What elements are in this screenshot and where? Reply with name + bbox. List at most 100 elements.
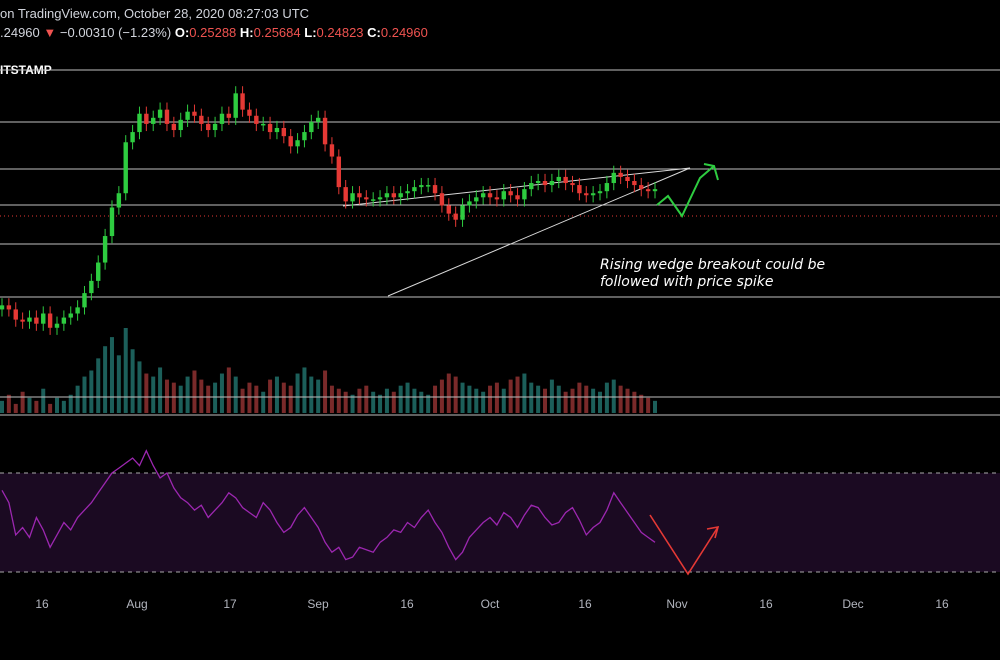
candle-body xyxy=(322,117,328,145)
volume-bar xyxy=(584,385,589,413)
candle-body xyxy=(439,193,445,206)
volume-bar xyxy=(82,376,87,413)
candle-body xyxy=(61,317,67,324)
candle-body xyxy=(309,121,314,133)
volume-bar xyxy=(350,394,355,413)
annotation-line-2: followed with price spike xyxy=(600,274,773,290)
volume-bar xyxy=(116,355,121,413)
x-tick-label: 17 xyxy=(223,597,237,611)
candle-body xyxy=(370,199,376,201)
volume-bar xyxy=(96,358,101,413)
volume-bar xyxy=(488,385,493,413)
x-axis: 16 Aug 17 Sep 16 Oct 16 Nov 16 Dec 16 xyxy=(35,597,949,611)
volume-bar xyxy=(268,379,273,413)
candle-body xyxy=(20,319,25,322)
volume-bar xyxy=(371,391,376,413)
candle-body xyxy=(364,197,369,200)
volume-bar xyxy=(75,385,80,413)
volume-bar xyxy=(364,385,369,413)
candle-body xyxy=(542,181,548,186)
candle-body xyxy=(144,113,149,124)
high-label: H: xyxy=(239,25,254,40)
volume-bar xyxy=(611,379,616,413)
candle-body xyxy=(0,305,5,310)
volume-bar xyxy=(536,385,541,413)
x-tick-label: 16 xyxy=(759,597,773,611)
candle-body xyxy=(549,181,555,186)
volume-bar xyxy=(384,388,389,413)
price-line: .24960 ▼ −0.00310 (−1.23%) O:0.25288 H:0… xyxy=(0,25,428,40)
volume-bar xyxy=(556,385,561,413)
candle-body xyxy=(41,313,46,324)
candle-body xyxy=(405,191,410,194)
projection-arrowhead-green-icon xyxy=(703,163,719,181)
candle-body xyxy=(570,183,575,186)
x-tick-label: Dec xyxy=(842,597,863,611)
candle-body xyxy=(632,181,637,186)
candle-body xyxy=(315,117,321,122)
candle-body xyxy=(590,193,596,196)
rsi-projection-red xyxy=(649,514,719,576)
volume-bar xyxy=(426,394,431,413)
volume-bar xyxy=(529,382,534,413)
candle-body xyxy=(219,113,225,124)
candle-body xyxy=(212,123,218,131)
chart-canvas[interactable]: ITSTAMP Rising wedge breakout could be f… xyxy=(0,46,1000,622)
volume-bar xyxy=(89,370,94,413)
volume-bar xyxy=(254,385,259,413)
chart-header: on TradingView.com, October 28, 2020 08:… xyxy=(0,0,1000,46)
volume-bar xyxy=(130,349,135,413)
candle-body xyxy=(27,317,32,322)
x-tick-label: Aug xyxy=(126,597,147,611)
candle-body xyxy=(384,193,390,198)
candle-body xyxy=(480,193,486,198)
volume-bar xyxy=(453,376,458,413)
volume-bar xyxy=(639,394,644,413)
wedge-lower-line xyxy=(387,167,691,297)
volume-bar xyxy=(419,391,424,413)
candle-body xyxy=(157,109,163,118)
candle-body xyxy=(96,262,101,281)
volume-bar xyxy=(144,373,149,413)
level-lines xyxy=(0,69,1000,298)
volume-bar xyxy=(474,388,479,413)
candle-body xyxy=(522,189,527,200)
volume-bar xyxy=(213,382,218,413)
volume-bar xyxy=(391,391,396,413)
candle-body xyxy=(618,172,623,177)
x-tick-label: Oct xyxy=(481,597,500,611)
candle-body xyxy=(206,123,211,131)
x-tick-label: 16 xyxy=(935,597,949,611)
candle-body xyxy=(350,193,355,202)
rsi-arrowhead-red-icon xyxy=(706,525,720,539)
candle-body xyxy=(171,123,177,131)
candle-body xyxy=(446,205,451,214)
volume-bar xyxy=(0,400,4,413)
projection-arrow-green xyxy=(656,165,715,218)
candle-body xyxy=(494,197,500,200)
candle-body xyxy=(611,172,616,184)
volume-bar xyxy=(185,376,190,413)
volume-bar xyxy=(316,379,321,413)
candle-body xyxy=(102,236,108,263)
candle-body xyxy=(254,115,259,124)
volume-bar xyxy=(577,382,582,413)
bottom-bar xyxy=(0,622,1000,660)
volume-bar xyxy=(433,385,438,413)
volume-bar xyxy=(460,382,465,413)
volume-bar xyxy=(61,400,66,413)
candle-body xyxy=(467,201,472,206)
volume-bar xyxy=(515,376,520,413)
volume-bar xyxy=(48,403,53,413)
volume-bar xyxy=(13,403,18,413)
volume-bar xyxy=(412,388,417,413)
candle-body xyxy=(164,109,170,124)
annotation-line-1: Rising wedge breakout could be xyxy=(600,257,825,273)
volume-bar xyxy=(494,382,499,413)
candle-body xyxy=(412,187,417,192)
candle-body xyxy=(185,111,190,120)
volume-bar xyxy=(123,328,128,413)
volume-bar xyxy=(563,391,568,413)
volume-bar xyxy=(329,385,334,413)
candle-body xyxy=(329,144,335,157)
